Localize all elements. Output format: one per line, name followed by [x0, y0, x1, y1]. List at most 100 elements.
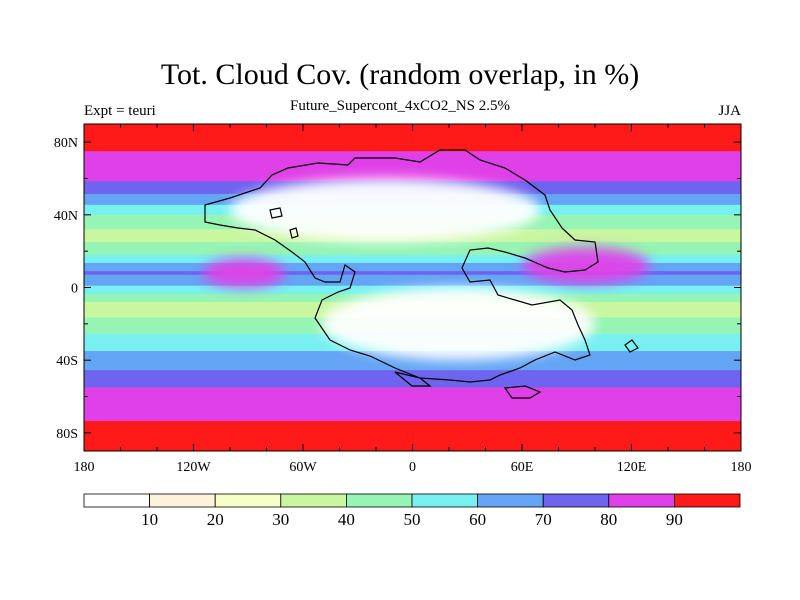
cloud-band: [84, 418, 741, 420]
cloud-band: [84, 438, 741, 440]
cloud-band: [84, 168, 741, 171]
cloud-band: [84, 424, 741, 427]
cloud-band: [84, 149, 741, 151]
cloud-band: [84, 381, 741, 384]
cloud-band: [84, 156, 741, 159]
cloud-band: [84, 134, 741, 137]
colorbar-label: 10: [141, 510, 158, 529]
cloud-band: [84, 260, 741, 262]
cloud-band: [84, 409, 741, 411]
cloud-band: [84, 284, 741, 287]
cloud-band: [84, 377, 741, 379]
cloud-band: [84, 135, 741, 138]
cloud-band: [84, 280, 741, 282]
cloud-band: [84, 408, 741, 410]
coastline-path: [503, 385, 542, 399]
cloud-band: [84, 150, 741, 152]
regional-feature: [230, 178, 541, 243]
cloud-band: [84, 279, 741, 281]
coastline-path: [204, 149, 599, 383]
cloud-band: [84, 441, 741, 444]
cloud-band: [84, 380, 741, 382]
cloud-band: [84, 389, 741, 391]
season-label: JJA: [718, 103, 741, 119]
y-tick-label: 80S: [56, 427, 78, 442]
cloud-band: [84, 152, 741, 154]
cloud-band: [84, 419, 741, 421]
cloud-band: [84, 428, 741, 430]
cloud-band: [84, 143, 741, 146]
cloud-band: [84, 420, 741, 422]
cloud-band: [84, 138, 741, 141]
cloud-band: [84, 274, 741, 277]
cloud-band: [84, 252, 741, 254]
cloud-band: [84, 155, 741, 158]
cloud-band: [84, 154, 741, 157]
cloud-band: [84, 255, 741, 258]
cloud-band: [84, 242, 741, 244]
cloud-band: [84, 167, 741, 170]
cloud-band: [84, 145, 741, 148]
cloud-band: [84, 273, 741, 276]
cloud-band: [84, 249, 741, 251]
cloud-band: [84, 264, 741, 267]
colorbar-box: [411, 493, 478, 508]
cloud-band: [84, 162, 741, 164]
colorbar: 10 20 30 40 50 60 70 80 90: [83, 493, 741, 529]
y-tick-label: 40S: [56, 354, 78, 369]
cloud-band: [84, 422, 741, 425]
colorbar-label: 90: [666, 510, 683, 529]
cloud-band: [84, 170, 741, 172]
cloud-band: [84, 165, 741, 168]
cloud-band: [84, 382, 741, 385]
cloud-band: [84, 376, 741, 379]
cloud-band: [84, 282, 741, 285]
cloud-band: [84, 256, 741, 259]
cloud-band: [84, 426, 741, 428]
cloud-band: [84, 421, 741, 424]
cloud-band: [84, 282, 741, 284]
cloud-band: [84, 370, 741, 372]
cloud-band: [84, 364, 741, 367]
cloud-band: [84, 411, 741, 414]
cloud-band: [84, 391, 741, 393]
cloud-band: [84, 404, 741, 407]
regional-feature: [202, 258, 285, 288]
cloud-band: [84, 261, 741, 263]
cloud-band: [84, 262, 741, 265]
cloud-band: [84, 267, 741, 270]
cloud-band: [84, 153, 741, 156]
cloud-band: [84, 434, 741, 437]
x-tick-label: 0: [409, 460, 416, 475]
cloud-band: [84, 133, 741, 135]
cloud-band: [84, 130, 741, 132]
cloud-band: [84, 131, 741, 133]
cloud-band: [84, 394, 741, 397]
cloud-band: [84, 413, 741, 416]
cloud-band: [84, 414, 741, 417]
cloud-band: [84, 391, 741, 394]
colorbar-box: [674, 493, 741, 508]
map-subtitle: Future_Supercont_4xCO2_NS 2.5%: [290, 98, 510, 114]
cloud-band: [84, 381, 741, 383]
cloud-band: [84, 266, 741, 269]
cloud-band: [84, 401, 741, 404]
cloud-band: [84, 174, 741, 177]
x-tick-label: 120E: [617, 460, 647, 475]
cloud-band: [84, 397, 741, 399]
cloud-band: [84, 399, 741, 401]
cloud-band: [84, 437, 741, 439]
cloud-band: [84, 431, 741, 433]
cloud-band: [84, 259, 741, 261]
regional-feature: [522, 247, 650, 284]
cloud-band: [84, 271, 741, 273]
cloud-band: [84, 277, 741, 280]
cloud-band: [84, 379, 741, 381]
cloud-band: [84, 254, 741, 257]
cloud-band: [84, 288, 741, 290]
colorbar-label: 40: [338, 510, 355, 529]
cloud-band: [84, 250, 741, 252]
colorbar-box: [149, 493, 216, 508]
cloud-band: [84, 281, 741, 283]
colorbar-box: [345, 493, 413, 508]
